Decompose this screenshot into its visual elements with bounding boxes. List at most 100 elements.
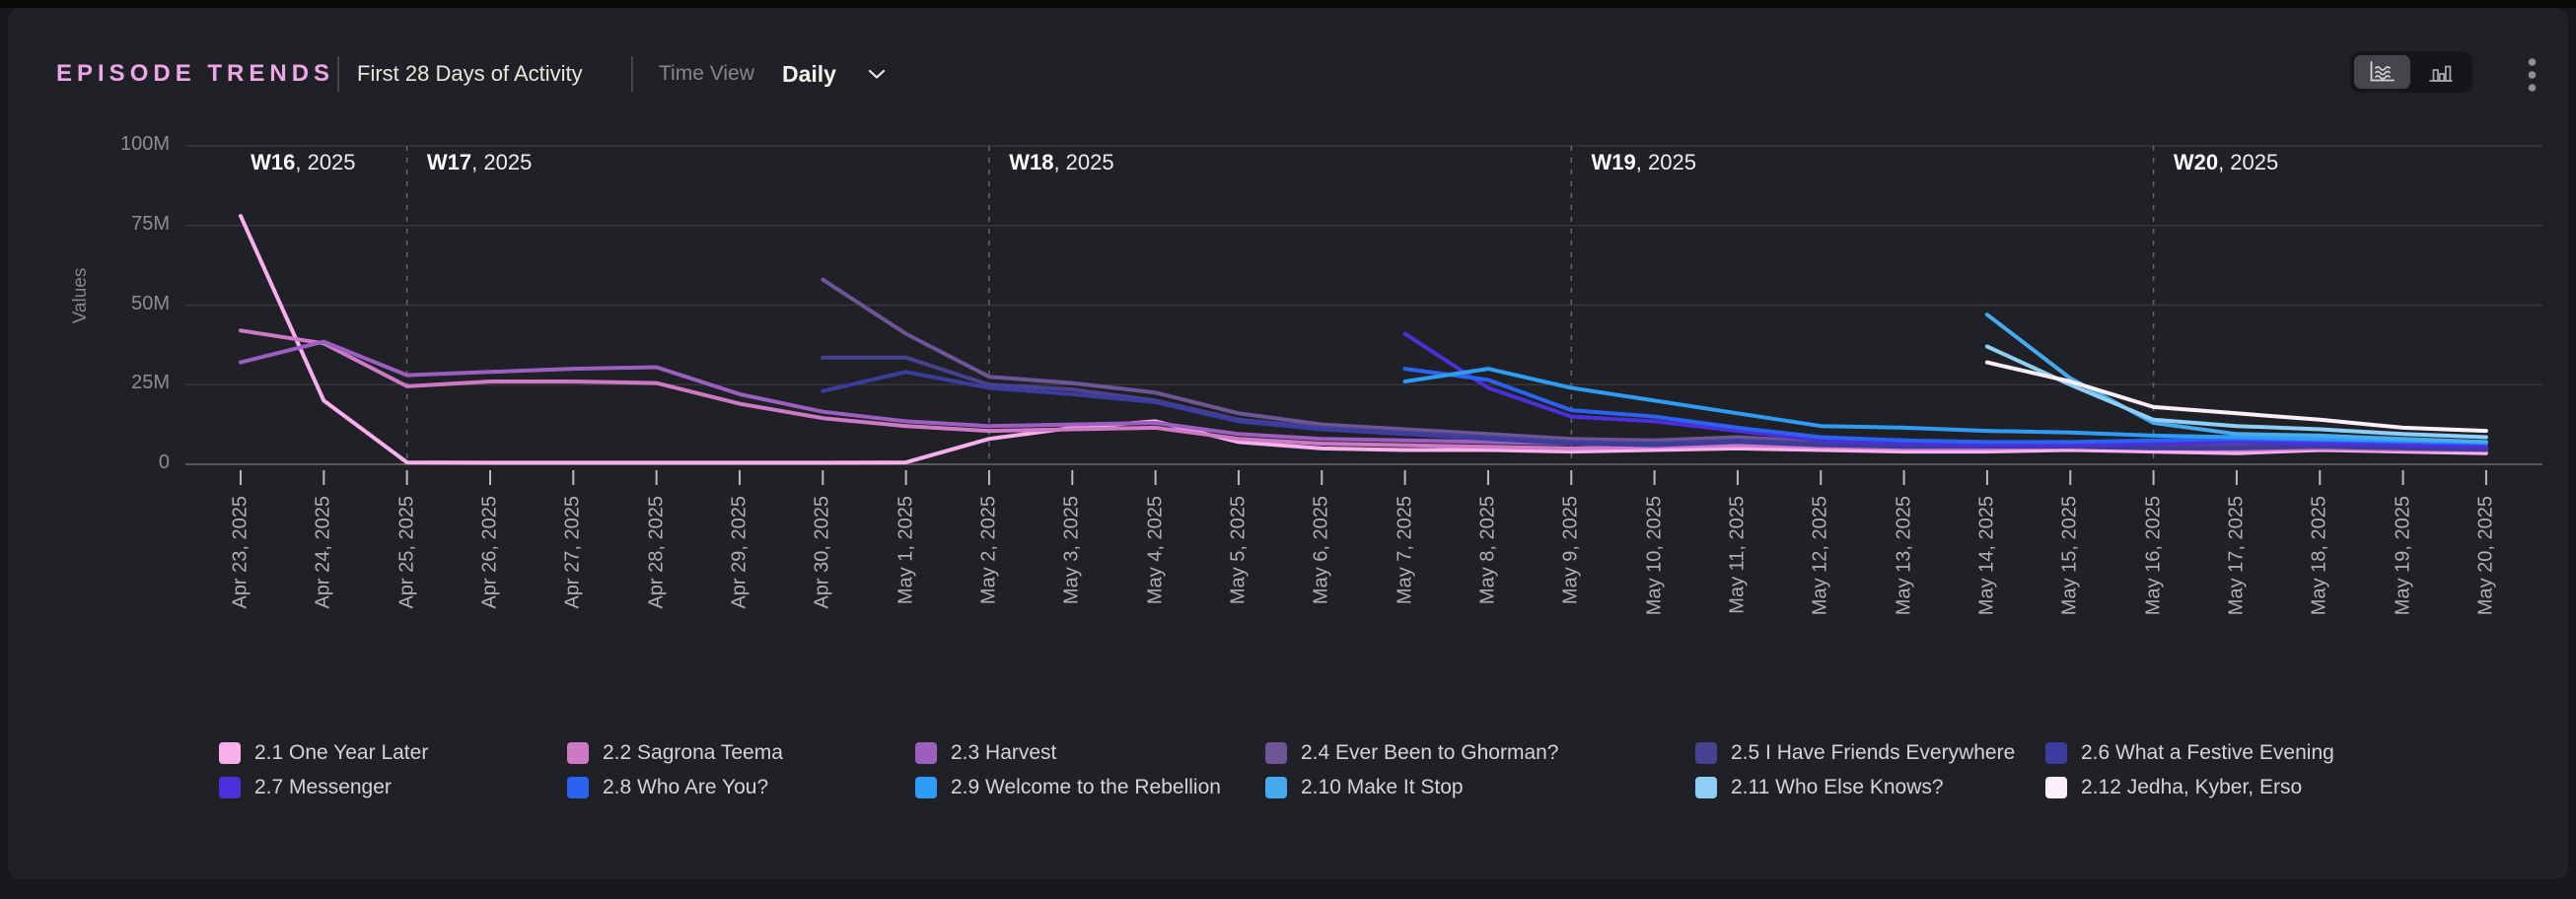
legend-item-2.4 Ever Been to Ghorman?[interactable]: 2.4 Ever Been to Ghorman? <box>1265 741 1559 765</box>
bar-chart-icon <box>2428 65 2453 82</box>
legend-swatch <box>915 742 937 764</box>
y-tick-label: 0 <box>158 451 170 473</box>
x-tick-label: Apr 25, 2025 <box>395 496 418 609</box>
legend-swatch <box>567 742 589 764</box>
legend-label: 2.4 Ever Been to Ghorman? <box>1301 741 1559 764</box>
x-tick-label: May 16, 2025 <box>2142 496 2165 616</box>
legend-label: 2.7 Messenger <box>254 776 392 798</box>
line-chart-icon <box>2370 61 2395 82</box>
x-tick-label: May 7, 2025 <box>1394 496 1416 605</box>
x-tick-label: May 15, 2025 <box>2058 496 2081 616</box>
legend-label: 2.8 Who Are You? <box>603 776 769 798</box>
x-tick-label: May 9, 2025 <box>1559 496 1582 605</box>
kebab-menu-icon <box>2528 58 2536 92</box>
week-number: W17 <box>426 150 472 174</box>
legend-label: 2.1 One Year Later <box>254 741 429 764</box>
x-tick-label: May 19, 2025 <box>2392 496 2414 616</box>
week-year: , 2025 <box>1635 150 1696 174</box>
bar-chart-view-button[interactable] <box>2412 55 2469 89</box>
header-divider <box>337 56 339 92</box>
legend-swatch <box>2045 777 2067 798</box>
series-line-2.11 Who Else Knows?[interactable] <box>1984 344 2488 440</box>
x-tick-label: May 10, 2025 <box>1643 496 1666 616</box>
chart-type-toggle <box>2350 51 2472 93</box>
week-number: W20 <box>2173 150 2219 174</box>
legend-swatch <box>2045 742 2067 764</box>
x-tick-label: Apr 27, 2025 <box>561 496 584 609</box>
legend-label: 2.12 Jedha, Kyber, Erso <box>2081 776 2303 798</box>
legend-swatch <box>219 742 241 764</box>
x-tick-label: May 17, 2025 <box>2225 496 2248 616</box>
legend-item-2.3 Harvest[interactable]: 2.3 Harvest <box>915 741 1056 765</box>
x-tick-label: May 5, 2025 <box>1227 496 1250 605</box>
x-tick-label: Apr 26, 2025 <box>478 496 501 609</box>
week-label: W16, 2025 <box>250 150 355 175</box>
x-tick-label: May 14, 2025 <box>1975 496 1998 616</box>
series-line-2.7 Messenger[interactable] <box>1402 331 2488 450</box>
x-tick-label: Apr 29, 2025 <box>728 496 751 609</box>
x-tick-label: May 13, 2025 <box>1893 496 1915 616</box>
y-tick-label: 100M <box>119 133 170 155</box>
page-title: EPISODE TRENDS <box>56 60 335 87</box>
week-label: W20, 2025 <box>2174 150 2278 175</box>
x-tick-label: May 4, 2025 <box>1144 496 1167 605</box>
x-tick-label: May 12, 2025 <box>1809 496 1831 616</box>
x-tick-label: May 6, 2025 <box>1310 496 1332 605</box>
week-label: W17, 2025 <box>427 150 532 175</box>
legend-label: 2.9 Welcome to the Rebellion <box>951 776 1221 798</box>
legend-item-2.9 Welcome to the Rebellion[interactable]: 2.9 Welcome to the Rebellion <box>915 776 1221 799</box>
time-view-select[interactable]: Daily <box>782 50 886 98</box>
legend-label: 2.11 Who Else Knows? <box>1731 776 1944 798</box>
legend-item-2.5 I Have Friends Everywhere[interactable]: 2.5 I Have Friends Everywhere <box>1695 741 2015 765</box>
more-options-button[interactable] <box>2517 53 2546 97</box>
series-line-2.6 What a Festive Evening[interactable] <box>821 370 2488 452</box>
subtitle: First 28 Days of Activity <box>357 61 583 86</box>
header-divider <box>631 56 633 92</box>
legend-item-2.2 Sagrona Teema[interactable]: 2.2 Sagrona Teema <box>567 741 783 765</box>
legend-item-2.6 What a Festive Evening[interactable]: 2.6 What a Festive Evening <box>2045 741 2334 765</box>
legend-swatch <box>1695 777 1717 798</box>
legend-item-2.1 One Year Later[interactable]: 2.1 One Year Later <box>219 741 428 765</box>
x-tick-label: Apr 23, 2025 <box>229 496 251 609</box>
y-tick-label: 25M <box>131 372 170 394</box>
x-tick-label: May 20, 2025 <box>2474 496 2497 616</box>
week-number: W16 <box>250 150 296 174</box>
series-line-2.9 Welcome to the Rebellion[interactable] <box>1402 367 2488 445</box>
legend-item-2.8 Who Are You?[interactable]: 2.8 Who Are You? <box>567 776 768 799</box>
week-year: , 2025 <box>1053 150 1114 174</box>
week-year: , 2025 <box>471 150 533 174</box>
legend-item-2.7 Messenger[interactable]: 2.7 Messenger <box>219 776 392 799</box>
x-tick-label: May 11, 2025 <box>1726 496 1749 614</box>
week-label: W18, 2025 <box>1009 150 1113 175</box>
line-chart-view-button[interactable] <box>2354 55 2410 89</box>
window-top-edge <box>0 0 2576 8</box>
week-year: , 2025 <box>295 150 356 174</box>
x-tick-label: Apr 30, 2025 <box>811 496 833 609</box>
series-line-2.10 Make It Stop[interactable] <box>1984 312 2488 445</box>
legend-label: 2.6 What a Festive Evening <box>2081 741 2334 764</box>
chevron-down-icon <box>868 69 886 79</box>
legend-swatch <box>1695 742 1717 764</box>
x-tick-label: Apr 24, 2025 <box>312 496 334 609</box>
legend-item-2.11 Who Else Knows?[interactable]: 2.11 Who Else Knows? <box>1695 776 1944 799</box>
legend-item-2.10 Make It Stop[interactable]: 2.10 Make It Stop <box>1265 776 1464 799</box>
legend-swatch <box>1265 777 1287 798</box>
y-tick-label: 75M <box>131 212 170 235</box>
series-line-2.1 One Year Later[interactable] <box>239 214 2488 465</box>
x-tick-label: May 8, 2025 <box>1476 496 1499 605</box>
week-number: W18 <box>1009 150 1054 174</box>
week-label: W19, 2025 <box>1592 150 1696 175</box>
legend-label: 2.2 Sagrona Teema <box>603 741 783 764</box>
week-year: , 2025 <box>2218 150 2279 174</box>
legend-swatch <box>219 777 241 798</box>
legend-item-2.12 Jedha, Kyber, Erso[interactable]: 2.12 Jedha, Kyber, Erso <box>2045 776 2302 799</box>
legend-swatch <box>567 777 589 798</box>
legend-swatch <box>915 777 937 798</box>
x-tick-label: May 18, 2025 <box>2308 496 2330 616</box>
legend-label: 2.5 I Have Friends Everywhere <box>1731 741 2016 764</box>
legend-swatch <box>1265 742 1287 764</box>
x-tick-label: May 3, 2025 <box>1060 496 1083 605</box>
series-line-2.12 Jedha, Kyber, Erso[interactable] <box>1984 360 2488 434</box>
time-view-value: Daily <box>782 60 836 87</box>
